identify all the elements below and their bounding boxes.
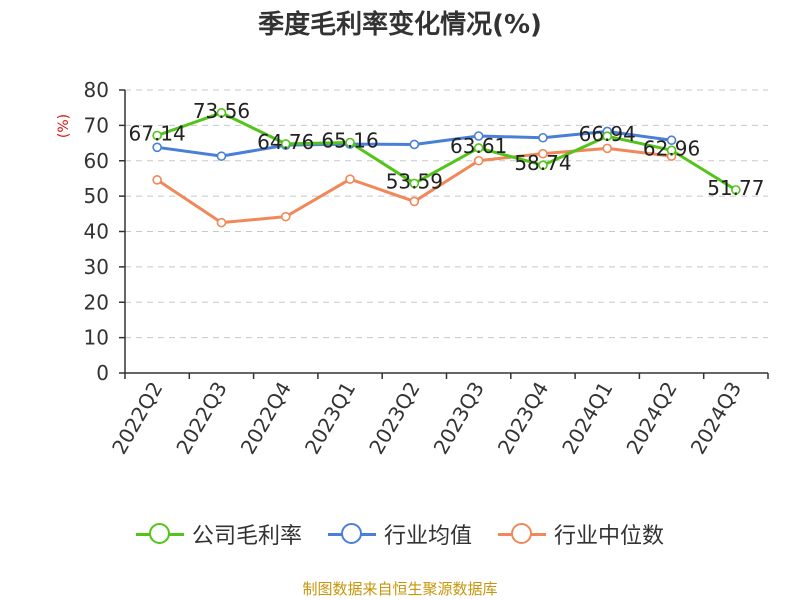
- x-tick-label: 2024Q1: [557, 378, 617, 459]
- data-point: [216, 107, 227, 118]
- y-tick-label: 20: [84, 290, 109, 314]
- data-point: [602, 143, 613, 154]
- x-tick-label: 2023Q2: [364, 378, 424, 459]
- data-label: 73.56: [193, 99, 250, 123]
- data-point: [538, 160, 548, 171]
- y-tick-label: 60: [84, 149, 109, 173]
- data-point: [666, 135, 677, 146]
- x-tick-label: 2024Q2: [621, 378, 681, 459]
- data-point: [602, 131, 613, 141]
- legend-label: 行业中位数: [554, 524, 665, 549]
- x-tick-label: 2024Q3: [686, 378, 746, 459]
- legend-item[interactable]: 公司毛利率: [135, 518, 302, 550]
- data-point: [345, 174, 355, 184]
- legend: 公司毛利率 行业均值 行业中位数: [0, 518, 800, 550]
- x-tick-label: 2023Q3: [429, 378, 489, 459]
- legend-marker-icon: [135, 523, 184, 545]
- data-label: 62.96: [643, 136, 700, 160]
- legend-label: 公司毛利率: [191, 524, 302, 549]
- legend-label: 行业均值: [383, 524, 472, 549]
- data-point: [666, 145, 677, 156]
- data-point: [152, 175, 162, 185]
- data-labels: 67.14 73.56 64.76 65.16 53.59 63.61 58.74 66.94…: [129, 99, 765, 200]
- data-point: [152, 142, 162, 153]
- data-point: [409, 139, 420, 150]
- y-axis-label: (%): [56, 114, 72, 138]
- y-tick-label: 30: [84, 255, 109, 279]
- data-label: 53.59: [386, 169, 443, 193]
- data-point: [280, 139, 291, 149]
- data-point: [152, 130, 162, 141]
- x-tick-label: 2022Q2: [107, 378, 167, 459]
- y-tick-labels: 0 10 20 30 40 50 60 70 80: [84, 78, 109, 385]
- data-point: [216, 217, 227, 228]
- data-point: [538, 132, 548, 143]
- y-tick-label: 80: [84, 78, 109, 102]
- data-point: [473, 155, 484, 166]
- y-tick-label: 10: [84, 326, 109, 350]
- y-tick-label: 40: [84, 220, 109, 244]
- data-label: 65.16: [321, 128, 378, 152]
- data-point: [216, 151, 227, 161]
- y-tick-label: 0: [96, 361, 109, 385]
- data-label: 67.14: [129, 121, 186, 145]
- y-tick-label: 50: [84, 184, 109, 208]
- data-point: [473, 143, 484, 153]
- data-label: 64.76: [257, 130, 314, 154]
- data-label: 66.94: [579, 122, 636, 146]
- data-label: 63.61: [450, 134, 507, 158]
- axes: [119, 89, 769, 379]
- y-tick-label: 70: [84, 113, 109, 137]
- legend-item[interactable]: 行业均值: [327, 518, 472, 550]
- legend-marker-icon: [327, 523, 376, 545]
- x-tick-labels: 2022Q2 2022Q3 2022Q4 2023Q1 2023Q2 2023Q3 2023…: [107, 378, 746, 459]
- data-label: 58.74: [514, 151, 571, 175]
- data-point: [280, 211, 291, 222]
- series-line: [156, 111, 737, 192]
- data-point: [473, 131, 484, 141]
- x-tick-label: 2023Q1: [300, 378, 360, 459]
- x-tick-label: 2022Q3: [171, 378, 231, 459]
- legend-item[interactable]: 行业中位数: [498, 518, 664, 550]
- series-group: [152, 107, 741, 228]
- x-tick-label: 2022Q4: [236, 378, 296, 459]
- chart-title: 季度毛利率变化情况(%): [258, 10, 542, 40]
- source-note: 制图数据来自恒生聚源数据库: [302, 580, 498, 598]
- data-point: [409, 178, 420, 189]
- legend-marker-icon: [498, 523, 546, 545]
- data-point: [409, 196, 420, 207]
- data-point: [345, 137, 355, 148]
- data-point: [538, 148, 548, 159]
- x-tick-label: 2023Q4: [493, 378, 553, 459]
- data-point: [731, 185, 741, 195]
- gridlines: [125, 89, 768, 339]
- data-label: 51.77: [707, 176, 764, 200]
